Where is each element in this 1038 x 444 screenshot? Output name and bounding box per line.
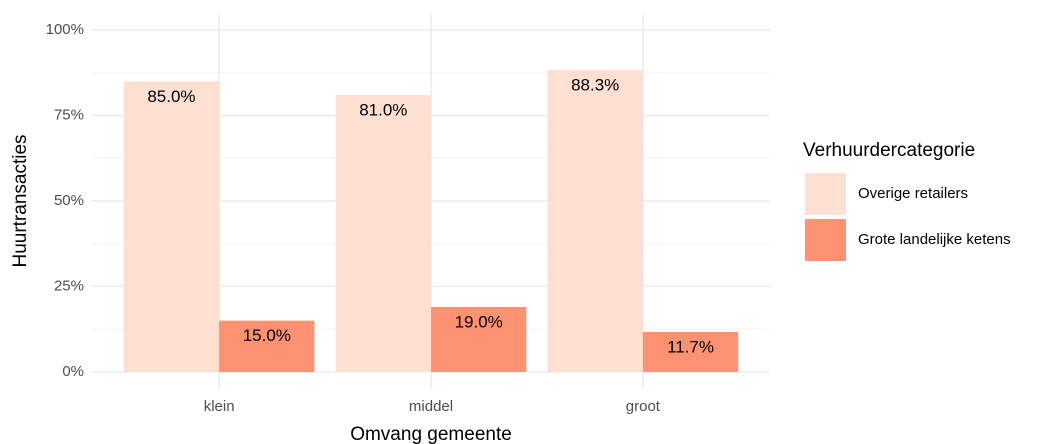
legend-label: Grote landelijke ketens — [858, 231, 1011, 248]
y-tick-label: 50% — [54, 192, 84, 209]
legend-key — [805, 219, 846, 261]
x-tick-label: middel — [409, 398, 453, 415]
value-label: 11.7% — [667, 337, 714, 356]
y-tick-label: 25% — [54, 277, 84, 294]
x-tick-label: klein — [204, 398, 235, 415]
y-axis-title: Huurtransacties — [10, 134, 31, 267]
x-tick-label: groot — [626, 398, 661, 415]
value-label: 19.0% — [455, 312, 503, 331]
x-axis-title: Omvang gemeente — [350, 424, 512, 444]
y-tick-label: 0% — [62, 363, 84, 380]
y-tick-label: 100% — [46, 21, 84, 38]
legend-title: Verhuurdercategorie — [803, 140, 975, 161]
bar — [642, 331, 739, 372]
legend-key — [805, 173, 846, 215]
legend-label: Overige retailers — [858, 185, 968, 202]
value-label: 85.0% — [147, 87, 195, 106]
y-tick-label: 75% — [54, 107, 84, 124]
bar — [219, 320, 315, 372]
bar — [123, 81, 220, 372]
value-label: 81.0% — [359, 101, 407, 120]
value-label: 15.0% — [243, 326, 291, 345]
bar — [547, 70, 643, 372]
bar — [335, 95, 431, 372]
bar — [431, 306, 527, 372]
value-label: 88.3% — [571, 76, 619, 95]
